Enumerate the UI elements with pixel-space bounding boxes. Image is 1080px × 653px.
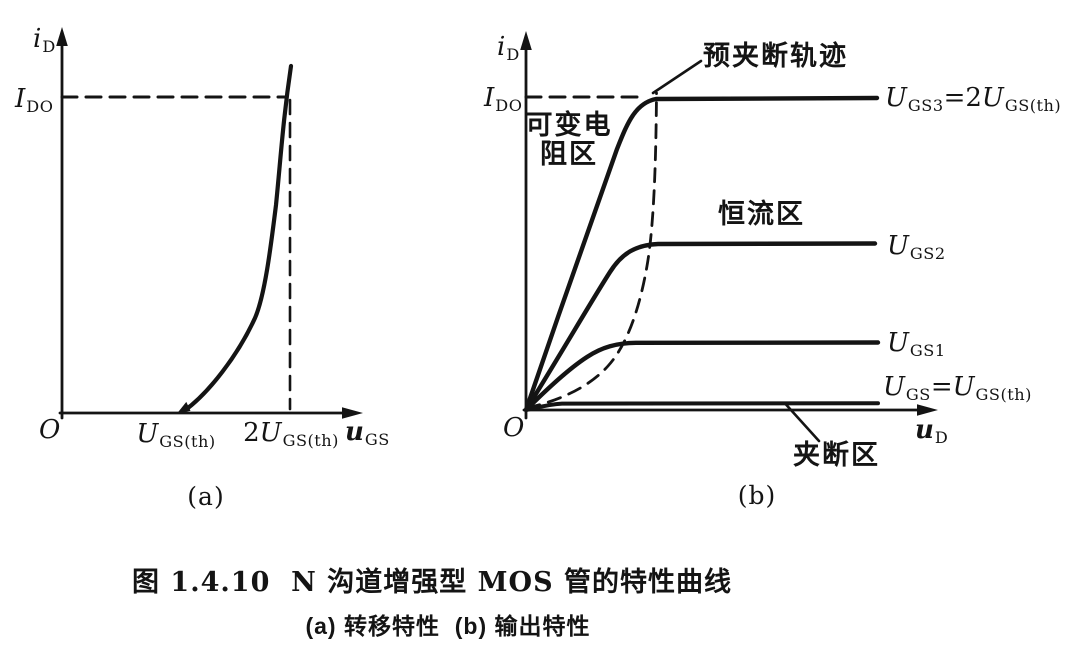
pre-pinchoff-pointer-line: [651, 59, 703, 95]
panel-b-label: (b): [737, 481, 777, 510]
x-axis-arrow-b: [917, 404, 938, 416]
x-axis-label-a: uGS: [345, 417, 390, 450]
curve-label-ugs-threshold: UGS=UGS(th): [883, 372, 1032, 405]
ugsth-tick-label: UGS(th): [136, 419, 216, 452]
origin-label-b: O: [503, 413, 525, 443]
y-axis-label-a: iD: [33, 24, 56, 57]
output-curve-ugs-threshold: [524, 401, 880, 412]
ido-tick-label-b: IDO: [484, 83, 523, 116]
two-ugsth-tick-label: 2UGS(th): [243, 418, 339, 451]
origin-label-a: O: [39, 415, 61, 445]
y-axis-label-b: iD: [497, 32, 520, 65]
figure-subcaption: (a) 转移特性 (b) 输出特性: [305, 613, 591, 639]
x-axis-arrow-a: [342, 407, 363, 419]
pre-pinchoff-locus-dashed: [525, 91, 658, 410]
constant-current-region-label: 恒流区: [718, 199, 805, 229]
curve-label-ugs1: UGS1: [887, 328, 946, 361]
curve-label-ugs2: UGS2: [887, 231, 946, 264]
plot-b-axes: [520, 31, 938, 420]
variable-resistance-region-label: 可变电 阻区: [525, 110, 613, 169]
output-curve-ugs1: [523, 340, 881, 413]
curve-label-ugs3: UGS3=2UGS(th): [885, 83, 1062, 116]
ido-tick-label-a: IDO: [15, 84, 54, 117]
plot-a-axes: [56, 27, 363, 420]
y-axis-arrow-a: [56, 27, 68, 46]
figure-caption: 图 1.4.10 N 沟道增强型 MOS 管的特性曲线: [132, 567, 732, 598]
y-axis-arrow-b: [520, 31, 532, 50]
characteristic-curves-canvas: [56, 27, 938, 443]
output-curve-ugs2: [523, 241, 878, 413]
transfer-curve-foot-arrow: [177, 401, 191, 414]
output-curve-ugs3: [523, 95, 880, 413]
transfer-curve: [181, 63, 294, 414]
pinchoff-pointer-line: [784, 403, 821, 443]
pre-pinchoff-locus-label: 预夹断轨迹: [703, 41, 848, 71]
pinchoff-region-label: 夹断区: [793, 440, 880, 470]
panel-a-label: (a): [187, 482, 225, 511]
x-axis-label-b: uD: [915, 415, 949, 448]
